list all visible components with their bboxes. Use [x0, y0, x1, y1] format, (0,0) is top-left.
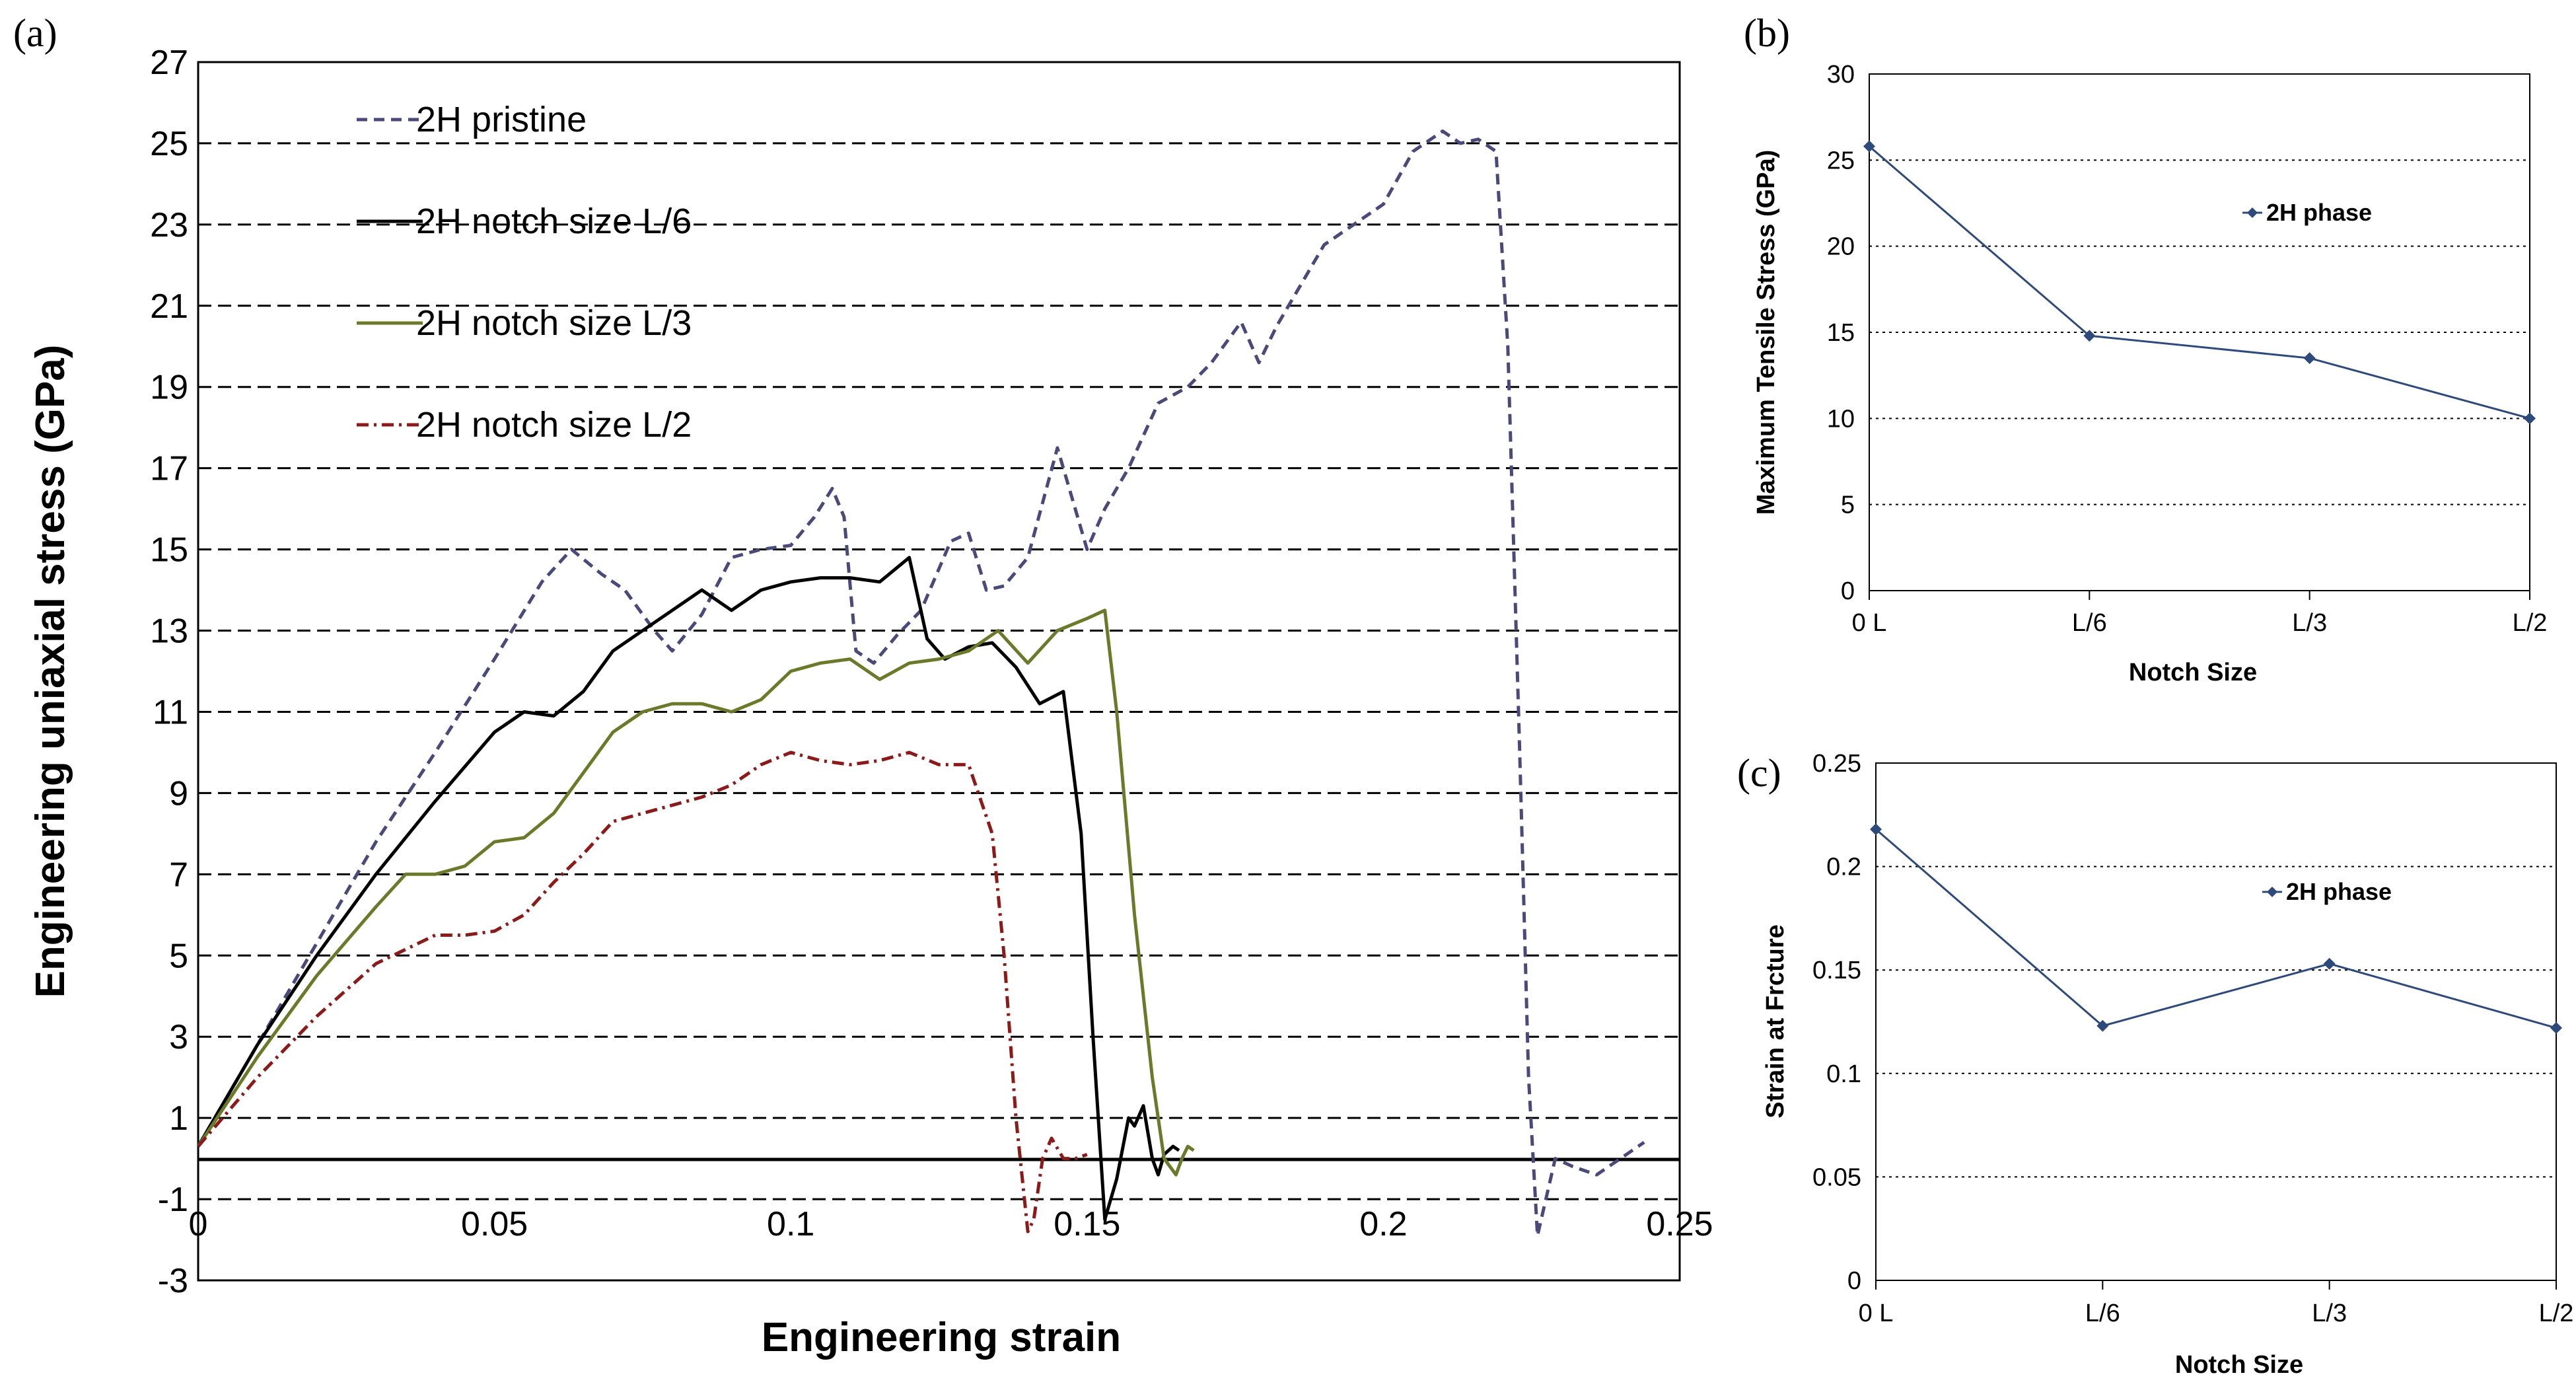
data-point	[1863, 140, 1875, 153]
y-tick-label: 23	[150, 206, 188, 244]
legend-label: 2H pristine	[416, 100, 587, 139]
x-axis-title-c: Notch Size	[2175, 1351, 2303, 1379]
y-tick-label: 3	[169, 1018, 188, 1056]
series-line	[1869, 145, 2530, 420]
y-tick-label: 17	[150, 450, 188, 488]
plot-frame-c	[1875, 762, 2557, 1281]
y-tick-label: 1	[169, 1099, 188, 1138]
y-tick-label: 13	[150, 612, 188, 651]
y-tick-label: 19	[150, 369, 188, 407]
y-tick-label: 25	[1827, 147, 1855, 174]
x-tick-label: 0 L	[1859, 1300, 1894, 1327]
x-tick-label: 0	[189, 1205, 208, 1243]
data-point	[2083, 330, 2096, 342]
y-axis-title-a: Engineering uniaxial stress (GPa)	[28, 345, 73, 998]
y-tick-label: 30	[1827, 61, 1855, 89]
panel-c-label: (c)	[1737, 751, 1781, 795]
panel-b-label: (b)	[1744, 11, 1790, 55]
y-tick-label: 25	[150, 125, 188, 163]
x-tick-label: L/2	[2539, 1300, 2574, 1327]
panel-a-label: (a)	[13, 11, 57, 55]
y-tick-label: 27	[150, 44, 188, 82]
data-point	[2303, 352, 2316, 365]
data-point	[2096, 1019, 2109, 1032]
x-tick-label: 0 L	[1852, 609, 1887, 637]
strain-at-fracture-chart: 0 0.05 0.1 0.15 0.2 0.25 0 L L/6 L/3 L/2 2H phas…	[1762, 750, 2573, 1379]
x-tick-label: 0.15	[1054, 1205, 1120, 1243]
data-point	[1870, 823, 1882, 836]
series-line	[197, 751, 1088, 1233]
x-tick-label: L/3	[2292, 609, 2327, 637]
series-line	[1875, 828, 2557, 1029]
data-point	[2323, 957, 2336, 970]
legend-label: 2H notch size L/2	[416, 405, 692, 445]
data-point	[2524, 412, 2536, 425]
y-tick-label: 5	[1841, 492, 1855, 519]
y-tick-label: 15	[1827, 319, 1855, 347]
y-tick-label: 21	[150, 287, 188, 326]
x-tick-label: L/3	[2312, 1300, 2347, 1327]
y-tick-label: -3	[158, 1262, 188, 1300]
series-line	[196, 556, 1180, 1222]
y-tick-label: 9	[169, 774, 188, 813]
y-tick-label: 20	[1827, 233, 1855, 261]
data-point	[2550, 1021, 2562, 1034]
x-axis-title-b: Notch Size	[2129, 659, 2257, 686]
y-axis-title-b: Maximum Tensile Stress (GPa)	[1752, 150, 1780, 515]
legend-label: 2H phase	[2266, 199, 2372, 226]
y-tick-label: 0.05	[1812, 1163, 1861, 1191]
y-tick-label: 10	[1827, 405, 1855, 433]
y-tick-label: 0.1	[1826, 1060, 1861, 1088]
x-tick-label: 0.25	[1646, 1205, 1713, 1243]
x-tick-label: L/2	[2513, 609, 2548, 637]
y-tick-label: 0	[1841, 577, 1855, 605]
y-tick-label: 15	[150, 531, 188, 569]
y-tick-label: 0	[1847, 1267, 1861, 1295]
legend-label: 2H phase	[2286, 878, 2392, 905]
x-tick-label: L/6	[2085, 1300, 2120, 1327]
y-tick-label: 0.2	[1826, 854, 1861, 881]
legend-marker	[2267, 887, 2277, 897]
series-line	[196, 129, 1645, 1237]
plot-frame-a	[197, 61, 1681, 1282]
legend-marker	[2247, 207, 2258, 218]
x-tick-label: L/6	[2072, 609, 2107, 637]
series-line	[196, 608, 1195, 1177]
max-tensile-stress-chart: 0 5 10 15 20 25 30 0 L L/6 L/3 L/2 2H phase Notch…	[1752, 61, 2547, 686]
legend-label: 2H notch size L/6	[416, 202, 692, 241]
y-tick-label: 0.15	[1812, 957, 1861, 984]
y-axis-title-c: Strain at Frcture	[1762, 924, 1789, 1119]
y-tick-label: 7	[169, 856, 188, 894]
x-axis-title-a: Engineering strain	[762, 1315, 1121, 1360]
legend-label: 2H notch size L/3	[416, 303, 692, 343]
y-tick-label: 5	[169, 937, 188, 975]
stress-strain-chart: 27 25 23 21 19 17 15 13 11 9 7 5 3 1 -1 -3 0 0.05 0.1 0.15…	[28, 44, 1713, 1360]
x-tick-label: 0.2	[1359, 1205, 1407, 1243]
y-tick-label: -1	[158, 1181, 188, 1219]
x-tick-label: 0.05	[461, 1205, 528, 1243]
y-tick-label: 0.25	[1812, 750, 1861, 778]
y-tick-label: 11	[153, 693, 188, 731]
x-tick-label: 0.1	[767, 1205, 814, 1243]
